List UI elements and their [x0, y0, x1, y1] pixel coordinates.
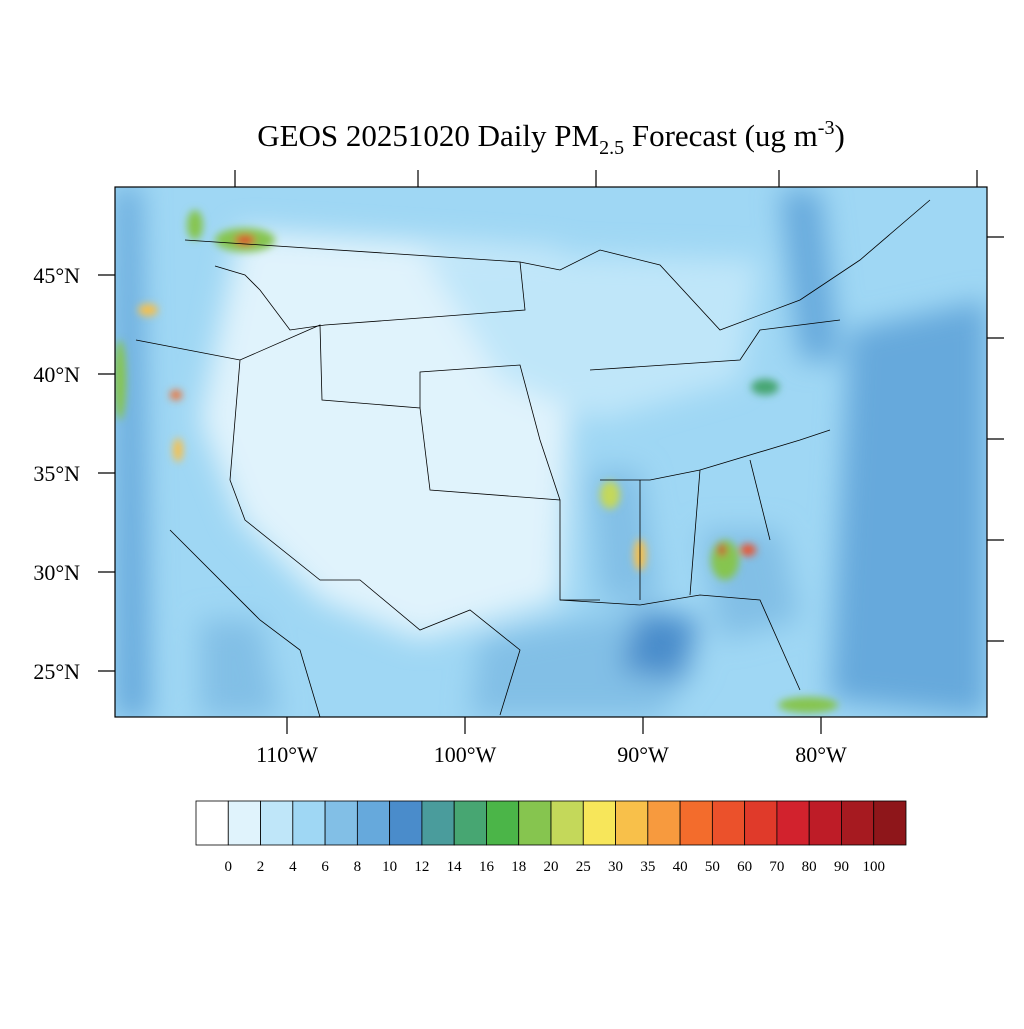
- colorbar-box: [486, 800, 520, 846]
- colorbar-label: 20: [544, 859, 559, 875]
- colorbar-box: [647, 800, 681, 846]
- borders: [135, 199, 931, 717]
- frame-ticks: [234, 170, 1004, 642]
- map: [115, 187, 987, 717]
- map-frame: [114, 186, 988, 718]
- lat-label: 30°N: [33, 560, 80, 585]
- lat-label: 35°N: [33, 461, 80, 486]
- colorbar-label: 40: [673, 859, 688, 875]
- colorbar-label: 35: [640, 859, 655, 875]
- lat-label: 25°N: [33, 659, 80, 684]
- colorbar-box: [292, 800, 326, 846]
- colorbar-label: 18: [511, 859, 526, 875]
- colorbar-box: [421, 800, 455, 846]
- lat-label: 45°N: [33, 263, 80, 288]
- colorbar-label: 16: [479, 859, 495, 875]
- field: [115, 187, 987, 717]
- colorbar-box: [453, 800, 487, 846]
- colorbar-label: 12: [414, 859, 429, 875]
- colorbar-box: [711, 800, 746, 846]
- title-rest: Forecast (ug m: [624, 118, 818, 153]
- colorbar-label: 100: [862, 859, 885, 875]
- axis-labels: 45°N 40°N 35°N 30°N 25°N 110°W 100°W 90°W 80°W: [33, 263, 847, 767]
- title-subscript: 2.5: [599, 137, 624, 159]
- lon-label: 90°W: [617, 742, 669, 767]
- colorbar-label: 10: [382, 859, 397, 875]
- colorbar-label: 14: [447, 859, 463, 875]
- colorbar-box: [744, 800, 778, 846]
- colorbar-box: [873, 800, 907, 846]
- colorbar-box: [550, 800, 584, 846]
- colorbar-label: 70: [769, 859, 784, 875]
- colorbar-box: [808, 800, 842, 846]
- colorbar-box: [195, 800, 229, 846]
- colorbar-label: 90: [834, 859, 849, 875]
- colorbar-label: 80: [802, 859, 817, 875]
- lon-label: 80°W: [795, 742, 847, 767]
- colorbar-box: [260, 800, 294, 846]
- colorbar-box: [518, 800, 552, 846]
- colorbar-label: 8: [354, 859, 362, 875]
- colorbar-box: [679, 800, 713, 846]
- colorbar-label: 25: [576, 859, 591, 875]
- colorbar-box: [389, 800, 423, 846]
- colorbar-label: 50: [705, 859, 720, 875]
- title: GEOS 20251020 Daily PM2.5 Forecast (ug m…: [257, 117, 845, 159]
- lon-label: 110°W: [256, 742, 318, 767]
- colorbar-box: [841, 800, 875, 846]
- colorbar-box: [227, 800, 261, 846]
- lon-label: 100°W: [434, 742, 497, 767]
- colorbar-box: [356, 800, 391, 846]
- colorbar-label: 0: [225, 859, 233, 875]
- colorbar: 0 2 4 6 8 10 12 14 16 18 20 25 30 35 40 50 60 70 80 90 100: [195, 800, 907, 875]
- title-main: GEOS 20251020 Daily PM: [257, 118, 599, 153]
- colorbar-label: 60: [737, 859, 752, 875]
- colorbar-label: 6: [321, 859, 329, 875]
- colorbar-box: [615, 800, 649, 846]
- title-end: ): [834, 118, 844, 153]
- lat-label: 40°N: [33, 362, 80, 387]
- hotspots: [115, 210, 838, 713]
- title-superscript: -3: [818, 117, 835, 139]
- colorbar-label: 4: [289, 859, 297, 875]
- colorbar-label: 2: [257, 859, 265, 875]
- colorbar-box: [776, 800, 810, 846]
- colorbar-box: [324, 800, 358, 846]
- colorbar-box: [582, 800, 616, 846]
- colorbar-label: 30: [608, 859, 623, 875]
